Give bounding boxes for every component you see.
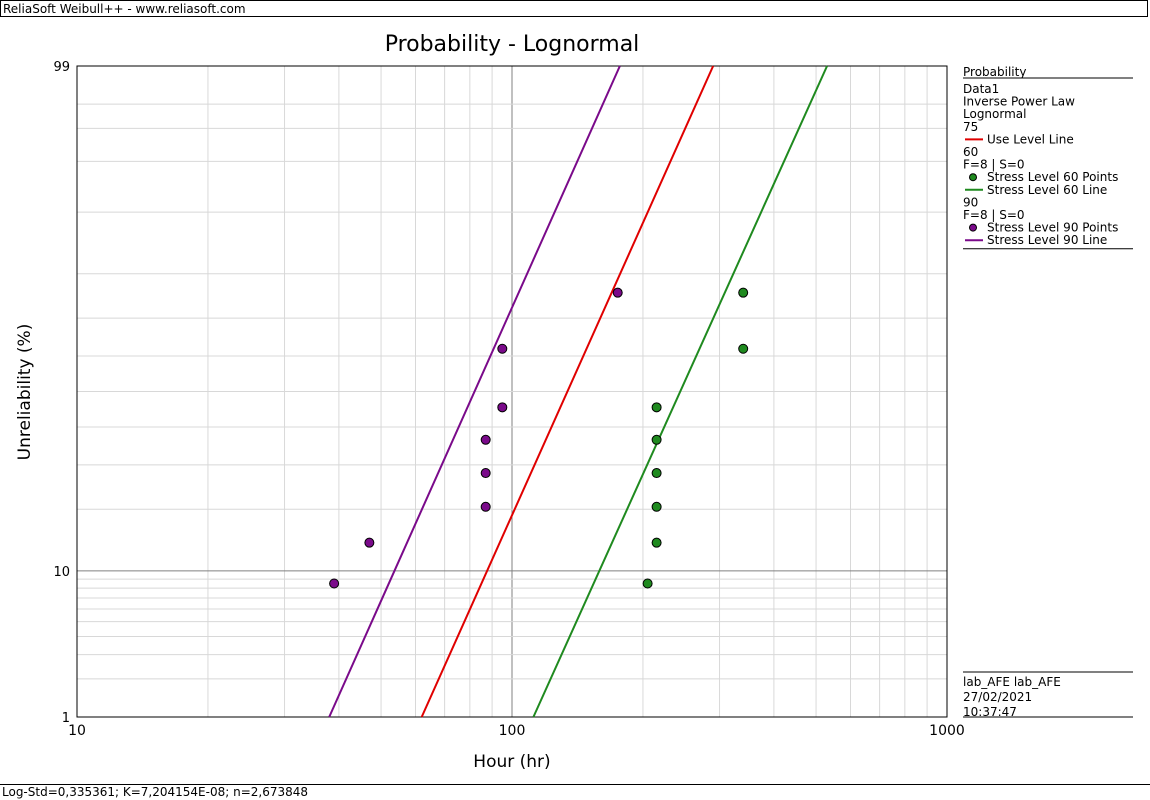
data-point [497,402,508,413]
legend-entry: Use Level Line [987,132,1074,146]
series-line [328,65,621,718]
series-line [420,65,715,718]
footer-date: 27/02/2021 [963,690,1032,704]
data-point [651,402,662,413]
x-tick-label: 1000 [929,723,965,739]
legend-entry: Stress Level 60 Line [987,183,1107,197]
legend-text: 90 [963,195,978,209]
legend-text: F=8 | S=0 [963,208,1025,222]
footer-time: 10:37:47 [963,705,1017,719]
legend-header: Probability [963,65,1026,79]
data-point [651,537,662,548]
footer-user: lab_AFE lab_AFE [963,675,1061,689]
data-point [497,343,508,354]
data-point [480,501,491,512]
data-point [612,287,623,298]
chart-title: Probability - Lognormal [385,32,640,57]
data-point [738,287,749,298]
data-point [329,578,340,589]
window-title-bar: ReliaSoft Weibull++ - www.reliasoft.com [0,0,1148,17]
plot-area-border [76,65,948,718]
legend-text: Lognormal [963,107,1026,121]
legend-point-swatch [969,223,977,232]
legend-text: 60 [963,145,978,159]
x-tick-label: 10 [68,723,86,739]
x-axis-label: Hour (hr) [473,752,550,772]
legend-text: Inverse Power Law [963,95,1075,109]
data-point [642,578,653,589]
series-layer [328,65,828,718]
data-point [364,537,375,548]
legend-entry: Stress Level 60 Points [987,170,1118,184]
legend-text: 75 [963,120,978,134]
legend-entry: Stress Level 90 Points [987,221,1118,235]
status-bar: Log-Std=0,335361; K=7,204154E-08; n=2,67… [0,784,1150,800]
data-point [480,434,491,445]
series-line [532,65,828,718]
x-tick-label: 100 [499,723,526,739]
data-point [651,468,662,479]
y-tick-label: 1 [62,711,70,726]
y-axis-label: Unreliability (%) [15,324,35,461]
legend-entry: Stress Level 90 Line [987,233,1107,247]
legend-text: F=8 | S=0 [963,158,1025,172]
data-point [651,501,662,512]
data-point [738,343,749,354]
legend-point-swatch [969,173,977,182]
y-tick-label: 99 [53,60,70,75]
legend-text: Data1 [963,82,999,96]
data-point [480,468,491,479]
data-point [651,434,662,445]
grid [77,66,947,717]
y-tick-label: 10 [53,565,70,580]
